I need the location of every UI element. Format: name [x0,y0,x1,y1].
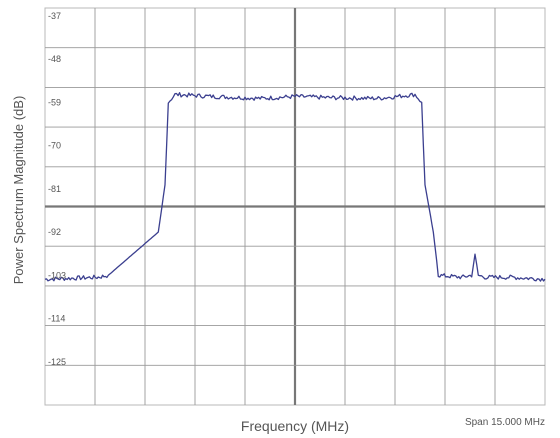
y-tick-label: -37 [48,11,61,21]
y-tick-label: -70 [48,141,61,151]
y-tick-label: -125 [48,357,66,367]
y-tick-label: -114 [48,314,65,324]
spectrum-trace [44,92,546,282]
span-label: Span 15.000 MHz [465,417,545,428]
y-tick-label: -59 [48,97,61,107]
y-tick-label: -92 [48,227,61,237]
y-axis-label: Power Spectrum Magnitude (dB) [11,96,26,285]
y-tick-label: -81 [48,184,61,194]
x-axis-label: Frequency (MHz) [241,418,349,434]
y-tick-label: -103 [48,270,66,280]
y-tick-label: -48 [48,54,61,64]
